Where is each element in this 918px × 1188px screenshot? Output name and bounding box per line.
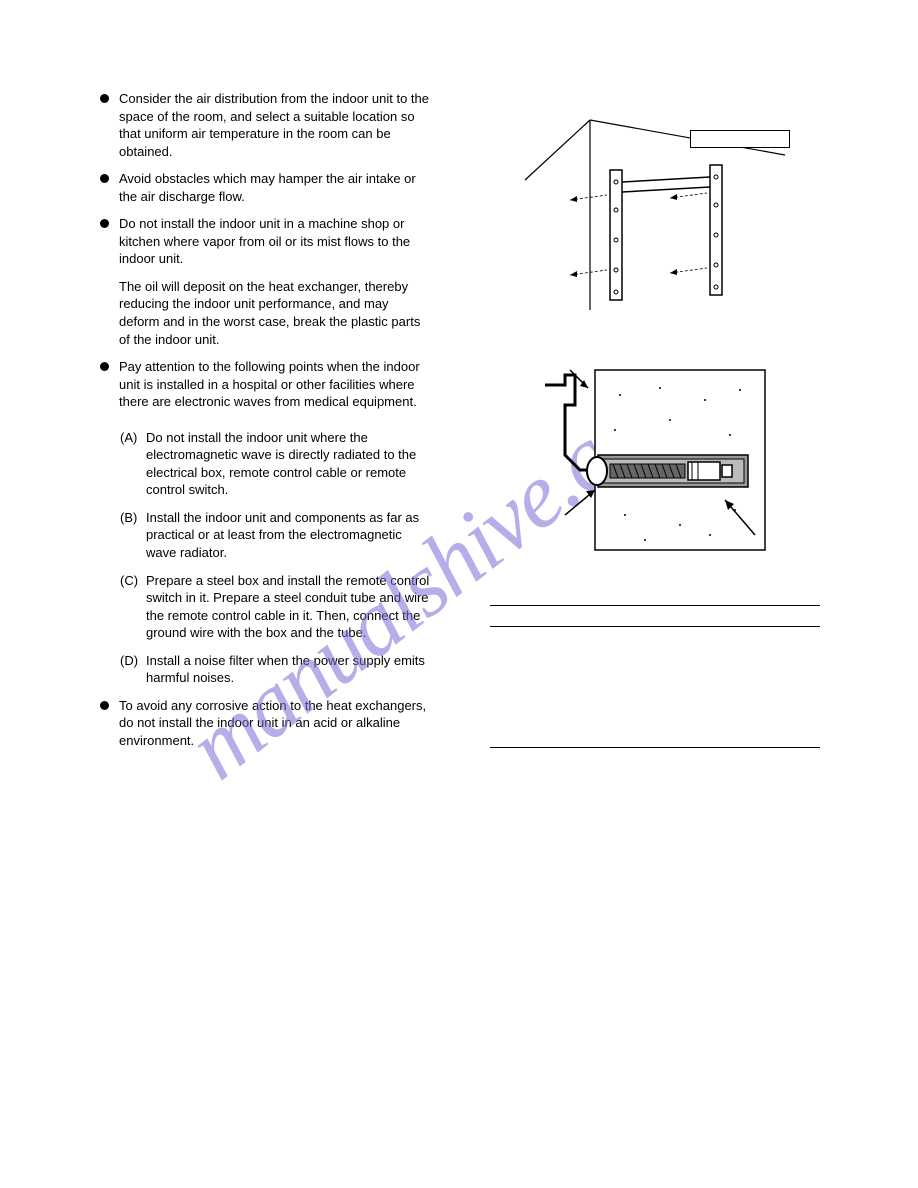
bullet-text: Pay attention to the following points wh… bbox=[119, 358, 430, 411]
sub-paragraph: The oil will deposit on the heat exchang… bbox=[119, 278, 430, 348]
bullet-icon bbox=[100, 174, 109, 183]
bullet-item: To avoid any corrosive action to the hea… bbox=[100, 697, 430, 750]
lettered-item: (B) Install the indoor unit and componen… bbox=[120, 509, 430, 562]
divider-line bbox=[490, 747, 820, 748]
diagram-mounting-bracket bbox=[515, 110, 795, 320]
letter-label: (D) bbox=[120, 652, 146, 687]
bullet-text: Do not install the indoor unit in a mach… bbox=[119, 215, 430, 268]
bullet-icon bbox=[100, 219, 109, 228]
bullet-icon bbox=[100, 94, 109, 103]
bullet-text: To avoid any corrosive action to the hea… bbox=[119, 697, 430, 750]
letter-text: Do not install the indoor unit where the… bbox=[146, 429, 430, 499]
diagram-wall-anchor bbox=[530, 360, 780, 565]
bullet-item: Pay attention to the following points wh… bbox=[100, 358, 430, 411]
lettered-item: (D) Install a noise filter when the powe… bbox=[120, 652, 430, 687]
letter-text: Install a noise filter when the power su… bbox=[146, 652, 430, 687]
bullet-text: Avoid obstacles which may hamper the air… bbox=[119, 170, 430, 205]
left-column: Consider the air distribution from the i… bbox=[100, 90, 460, 760]
bullet-item: Avoid obstacles which may hamper the air… bbox=[100, 170, 430, 205]
diagram-label-box bbox=[690, 130, 790, 148]
lettered-item: (A) Do not install the indoor unit where… bbox=[120, 429, 430, 499]
bullet-icon bbox=[100, 362, 109, 371]
lettered-item: (C) Prepare a steel box and install the … bbox=[120, 572, 430, 642]
letter-text: Prepare a steel box and install the remo… bbox=[146, 572, 430, 642]
bullet-icon bbox=[100, 701, 109, 710]
bullet-item: Consider the air distribution from the i… bbox=[100, 90, 430, 160]
page-content: Consider the air distribution from the i… bbox=[0, 0, 918, 760]
letter-label: (A) bbox=[120, 429, 146, 499]
right-text-block bbox=[490, 605, 820, 748]
letter-label: (C) bbox=[120, 572, 146, 642]
letter-text: Install the indoor unit and components a… bbox=[146, 509, 430, 562]
bullet-item: Do not install the indoor unit in a mach… bbox=[100, 215, 430, 268]
bullet-text: Consider the air distribution from the i… bbox=[119, 90, 430, 160]
letter-label: (B) bbox=[120, 509, 146, 562]
anchor-svg bbox=[530, 360, 780, 560]
lettered-list: (A) Do not install the indoor unit where… bbox=[120, 429, 430, 687]
right-column bbox=[460, 90, 820, 760]
